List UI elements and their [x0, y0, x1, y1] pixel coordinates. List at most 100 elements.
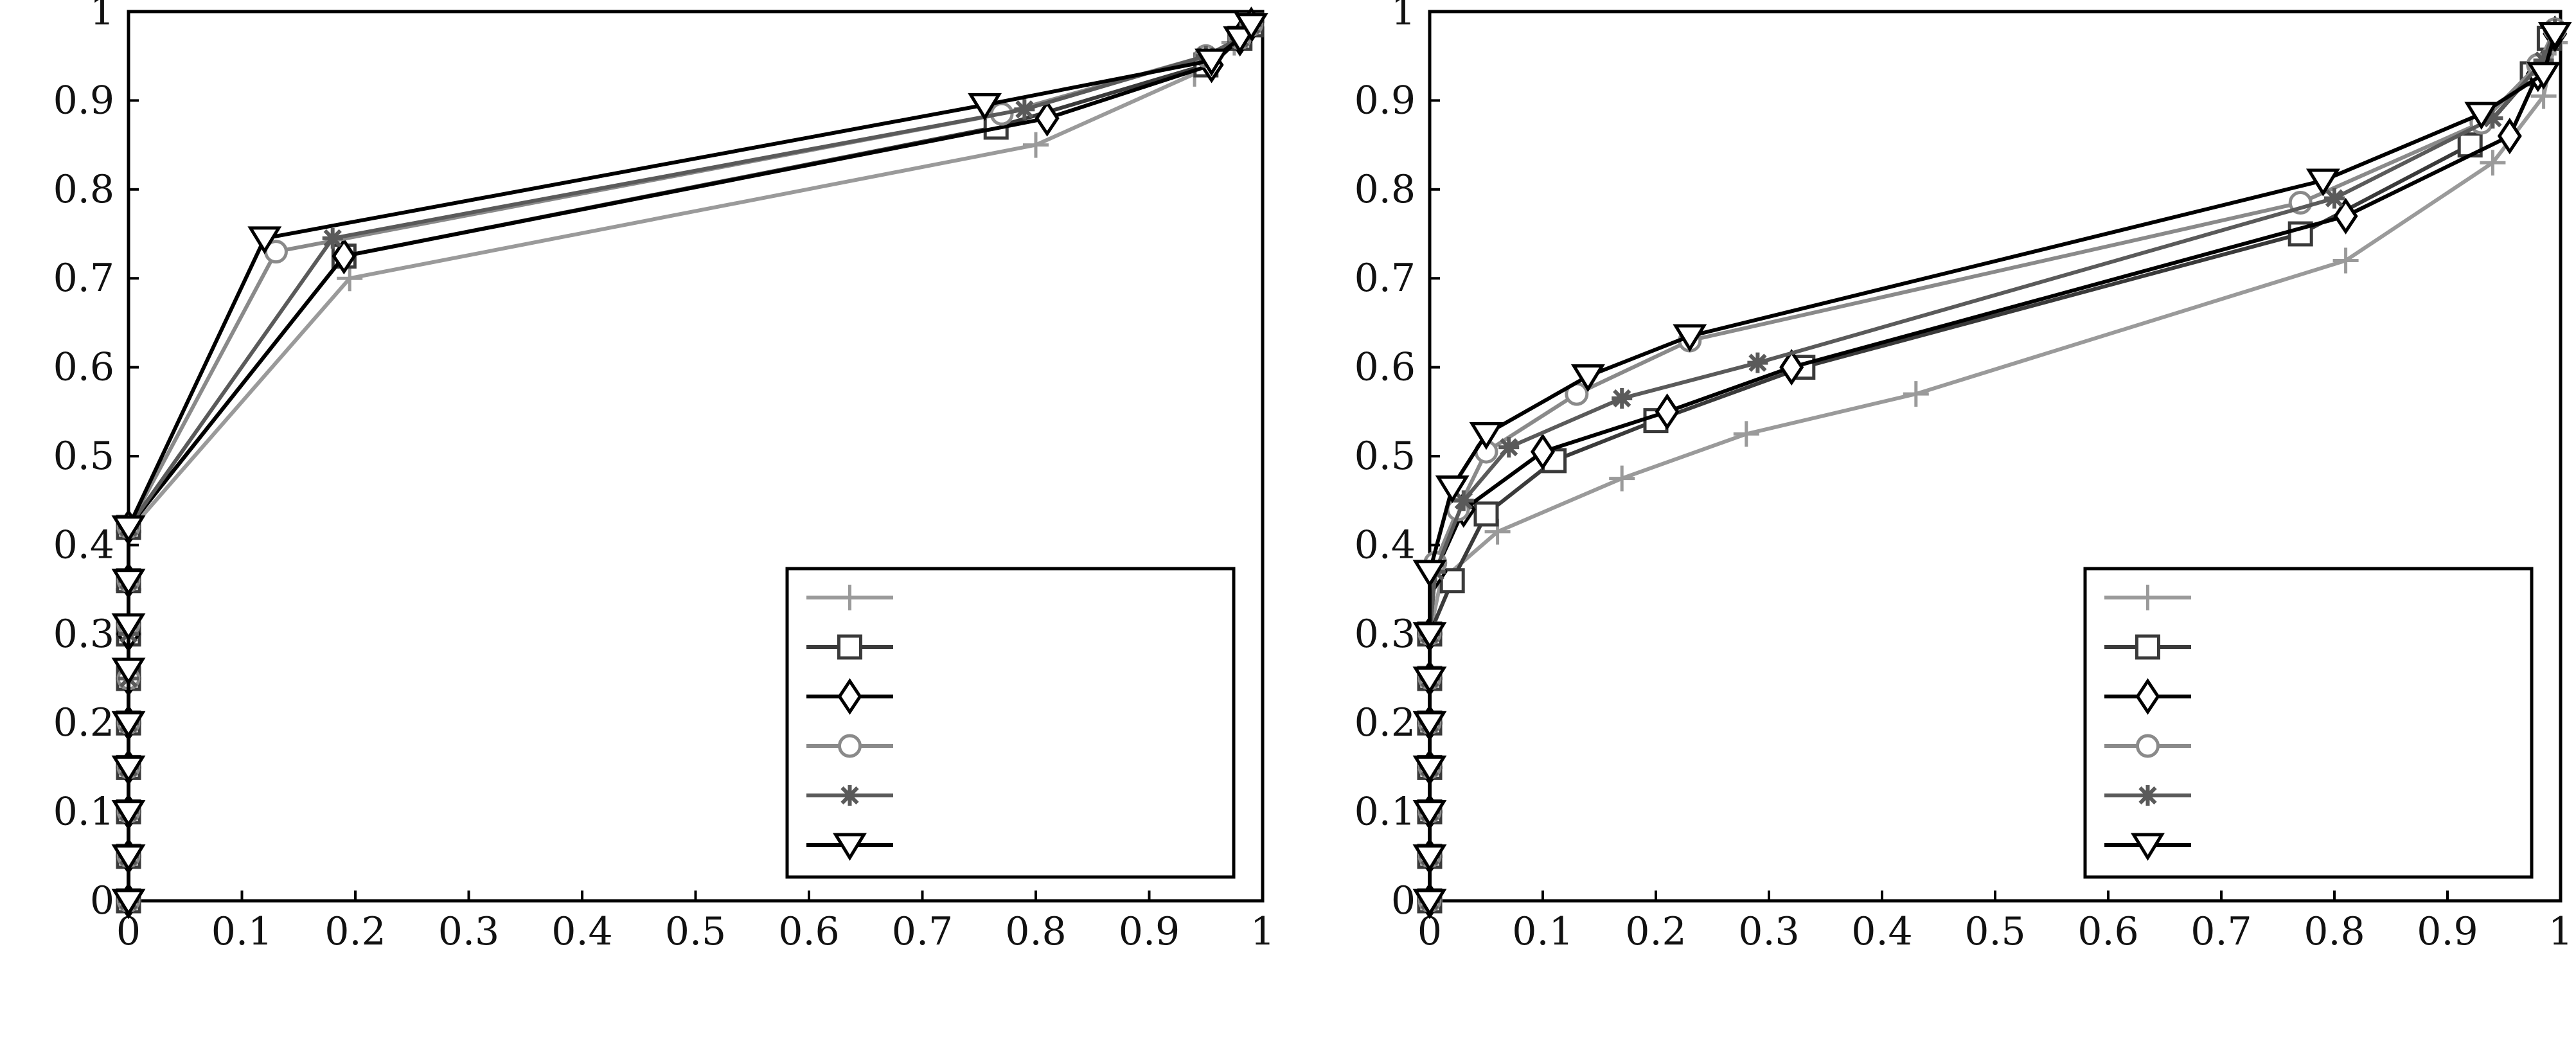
legend-entry-4-marker [838, 734, 862, 758]
y-tick-label: 0.7 [53, 256, 114, 301]
x-tick-label: 0.1 [1512, 909, 1573, 954]
series-6 [1412, 22, 2572, 917]
legend-entry-3-marker [837, 678, 862, 715]
series-6-point [968, 93, 1002, 121]
series-5-point [1014, 99, 1035, 120]
y-tick-label: 0.2 [53, 700, 114, 745]
x-tick-label: 0.8 [1005, 909, 1066, 954]
legend-entry-6-marker [2131, 833, 2165, 861]
series-6 [111, 13, 1268, 917]
chart-left: 0 0.1 0.2 0.3 0.4 0.5 0.6 0.7 0.8 0.9 100.10.20.30… [53, 0, 1275, 954]
series-3-point [2497, 118, 2522, 155]
series-3-point [2333, 197, 2358, 235]
y-tick-label: 0.5 [53, 434, 114, 479]
y-tick-label: 0.6 [53, 345, 114, 390]
series-5-point [2533, 50, 2554, 71]
x-tick-label: 0.9 [1119, 909, 1180, 954]
y-tick-label: 0.3 [1355, 612, 1416, 657]
series-6-point [111, 613, 146, 641]
legend-entry-6-marker [833, 833, 867, 861]
y-tick-label: 0.6 [1355, 345, 1416, 390]
series-1-point [2480, 150, 2506, 176]
series-5-point [1747, 352, 1768, 373]
legend-entry-1-marker [837, 585, 863, 610]
y-tick-label: 0 [1391, 878, 1416, 923]
y-tick-label: 1 [90, 0, 114, 34]
series-5-point [2482, 108, 2503, 129]
series-6-point [1673, 324, 1707, 352]
x-tick-label: 1 [2548, 909, 2573, 954]
legend [785, 567, 1236, 879]
series-6-point [111, 889, 146, 917]
series-6-point [1570, 364, 1605, 393]
y-tick-label: 0.1 [1355, 790, 1416, 835]
legend-entry-3-marker [2135, 678, 2160, 715]
series-6-point [111, 569, 146, 597]
x-tick-label: 0.4 [551, 909, 612, 954]
series-6-point [111, 657, 146, 686]
y-tick-label: 0.1 [53, 790, 114, 835]
y-tick-label: 0.8 [53, 167, 114, 212]
x-tick-label: 0.7 [892, 909, 953, 954]
y-tick-label: 0.9 [1355, 78, 1416, 123]
y-tick-label: 0.9 [53, 78, 114, 123]
series-6-point [1412, 800, 1447, 828]
x-tick-label: 0.3 [1738, 909, 1799, 954]
series-5-point [1612, 388, 1633, 409]
x-tick-label: 0.6 [2077, 909, 2138, 954]
series-6-point [1469, 421, 1504, 450]
legend-entry-1-marker [2135, 585, 2161, 610]
series-6-point [1412, 844, 1447, 873]
legend-entry-2-marker [2135, 634, 2160, 660]
y-tick-label: 1 [1391, 0, 1416, 34]
series-1-point [337, 265, 363, 292]
x-tick-label: 0.6 [778, 909, 839, 954]
series-6-point [2464, 102, 2499, 130]
series-3-point [1655, 393, 1680, 430]
x-tick-label: 0.8 [2304, 909, 2365, 954]
x-tick-label: 0.2 [1625, 909, 1686, 954]
x-tick-label: 0.9 [2417, 909, 2478, 954]
y-tick-label: 0.4 [53, 522, 114, 567]
legend-entry-4-marker [2136, 734, 2160, 758]
series-6-point [1412, 889, 1447, 917]
x-tick-label: 0.5 [1964, 909, 2025, 954]
series-6-point [1412, 560, 1447, 588]
series-1-point [1023, 132, 1049, 158]
series-6-point [1412, 622, 1447, 650]
series-5-point [1498, 437, 1520, 458]
series-3-point [1035, 100, 1060, 137]
legend-entry-5-marker [839, 785, 860, 806]
series-5-point [2324, 188, 2345, 209]
series-6-point [1234, 13, 1268, 41]
legend [2083, 567, 2534, 879]
series-1-point [1903, 381, 1929, 407]
series-1-point [1733, 421, 1759, 447]
legend-entry-5-marker [2137, 785, 2158, 806]
series-6-point [1195, 48, 1229, 76]
x-tick-label: 0.4 [1851, 909, 1912, 954]
legend-entry-2-marker [837, 634, 862, 660]
series-6-point [2527, 62, 2561, 90]
series-3-point [1530, 433, 1556, 470]
legend-box [785, 567, 1236, 879]
series-1-point [1609, 465, 1635, 492]
y-tick-label: 0 [90, 878, 114, 923]
y-tick-label: 0.4 [1355, 522, 1416, 567]
series-3-point [1779, 349, 1804, 386]
y-tick-label: 0.8 [1355, 167, 1416, 212]
series-6-point [1435, 475, 1470, 504]
chart-right: 0 0.1 0.2 0.3 0.4 0.5 0.6 0.7 0.8 0.9 100.10.20.30… [1355, 0, 2573, 954]
series-6-point [111, 844, 146, 873]
y-tick-label: 0.7 [1355, 256, 1416, 301]
x-tick-label: 0.3 [438, 909, 499, 954]
series-6-point [247, 226, 282, 254]
series-6-point [1412, 755, 1447, 784]
series-6-point [2305, 168, 2340, 197]
y-tick-label: 0.5 [1355, 434, 1416, 479]
series-6-line [1428, 33, 2557, 901]
series-2-point [1473, 501, 1499, 527]
series-3-point [332, 238, 357, 275]
y-tick-label: 0.3 [53, 612, 114, 657]
